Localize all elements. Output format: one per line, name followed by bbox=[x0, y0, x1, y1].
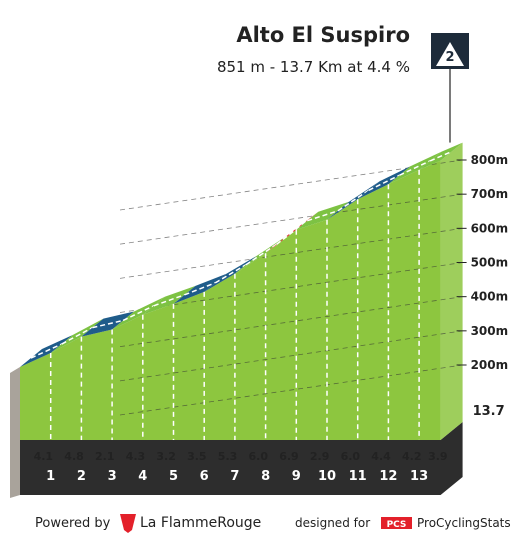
grid-line bbox=[119, 227, 463, 279]
gradient-label: 3.9 bbox=[428, 450, 448, 463]
km-label: 9 bbox=[292, 469, 301, 484]
grid-line bbox=[119, 159, 463, 211]
km-label: 3 bbox=[108, 469, 117, 484]
strip-centerline bbox=[337, 189, 370, 212]
pcs-logo bbox=[381, 517, 412, 529]
km-label: 4 bbox=[138, 469, 147, 484]
gradient-label: 3.5 bbox=[187, 450, 207, 463]
strip-centerline bbox=[30, 343, 63, 359]
gradient-label: 6.0 bbox=[341, 450, 361, 463]
title: Alto El Suspiro bbox=[236, 23, 410, 47]
badge-mountain bbox=[436, 42, 464, 66]
y-tick-label: 400m bbox=[471, 290, 509, 304]
strip-centerline bbox=[307, 210, 339, 222]
gradient-label: 4.8 bbox=[64, 450, 84, 463]
km-label: 7 bbox=[230, 469, 239, 484]
category: 2 bbox=[445, 50, 454, 65]
y-tick-label: 700m bbox=[471, 187, 509, 201]
strip-centerline bbox=[61, 326, 93, 345]
strip-centerline bbox=[92, 319, 124, 329]
strip-centerline bbox=[122, 305, 155, 322]
strip-centerline bbox=[429, 150, 452, 162]
km-label: 2 bbox=[77, 469, 86, 484]
gradient-label: 2.9 bbox=[310, 450, 330, 463]
strip-centerline bbox=[276, 220, 308, 245]
grid-line bbox=[119, 330, 463, 382]
strip-centerline bbox=[214, 264, 247, 284]
brand: La FlammeRouge bbox=[140, 515, 261, 531]
gradient-label: 3.2 bbox=[156, 450, 176, 463]
gradient-label: 6.0 bbox=[249, 450, 269, 463]
subtitle: 851 m - 13.7 Km at 4.4 % bbox=[217, 58, 410, 76]
plot: 200m 300m 400m 500m 600m 700m 800m 4.1 4.8 2.1 4.3… bbox=[10, 69, 508, 498]
strip-centerline bbox=[184, 282, 216, 296]
flamme-logo bbox=[120, 514, 136, 533]
km-label: 13 bbox=[410, 469, 428, 484]
left-wall bbox=[10, 367, 20, 498]
y-tick-label: 600m bbox=[471, 221, 509, 235]
gradient-label: 2.1 bbox=[95, 450, 115, 463]
y-tick-label: 800m bbox=[471, 153, 509, 167]
site: ProCyclingStats bbox=[417, 516, 511, 530]
side-face bbox=[440, 142, 463, 440]
pcs: PCS bbox=[387, 520, 407, 530]
designed-for: designed for bbox=[295, 516, 370, 530]
gradient-strip bbox=[81, 311, 135, 337]
km-label: 5 bbox=[169, 469, 178, 484]
gradient-label: 6.9 bbox=[279, 450, 299, 463]
km-label: 12 bbox=[379, 469, 397, 484]
front-face bbox=[20, 160, 441, 440]
grid-line bbox=[119, 193, 463, 245]
gradient-label: 4.1 bbox=[34, 450, 54, 463]
grid-line bbox=[119, 262, 463, 313]
y-tick-label: 200m bbox=[471, 358, 509, 372]
strip-centerline bbox=[399, 160, 431, 176]
km-label: 6 bbox=[200, 469, 209, 484]
strip-centerline bbox=[153, 294, 185, 307]
km-label: 1 bbox=[46, 469, 55, 484]
y-tick-label: 300m bbox=[471, 324, 509, 338]
gradient-label: 4.3 bbox=[126, 450, 146, 463]
grid-line bbox=[119, 364, 463, 416]
powered-by: Powered by bbox=[35, 516, 111, 531]
gradient-label: 4.2 bbox=[402, 450, 422, 463]
gradient-label: 5.3 bbox=[218, 450, 238, 463]
strip-centerline bbox=[368, 174, 400, 191]
distance-label: 13.7 bbox=[473, 404, 505, 419]
strip-centerline bbox=[245, 243, 278, 266]
km-label: 11 bbox=[349, 469, 367, 484]
km-label: 8 bbox=[261, 469, 270, 484]
y-tick-label: 500m bbox=[471, 256, 509, 270]
base bbox=[20, 422, 463, 495]
gradient-label: 4.4 bbox=[371, 450, 391, 463]
km-label: 10 bbox=[318, 469, 336, 484]
grid-line bbox=[119, 296, 463, 348]
